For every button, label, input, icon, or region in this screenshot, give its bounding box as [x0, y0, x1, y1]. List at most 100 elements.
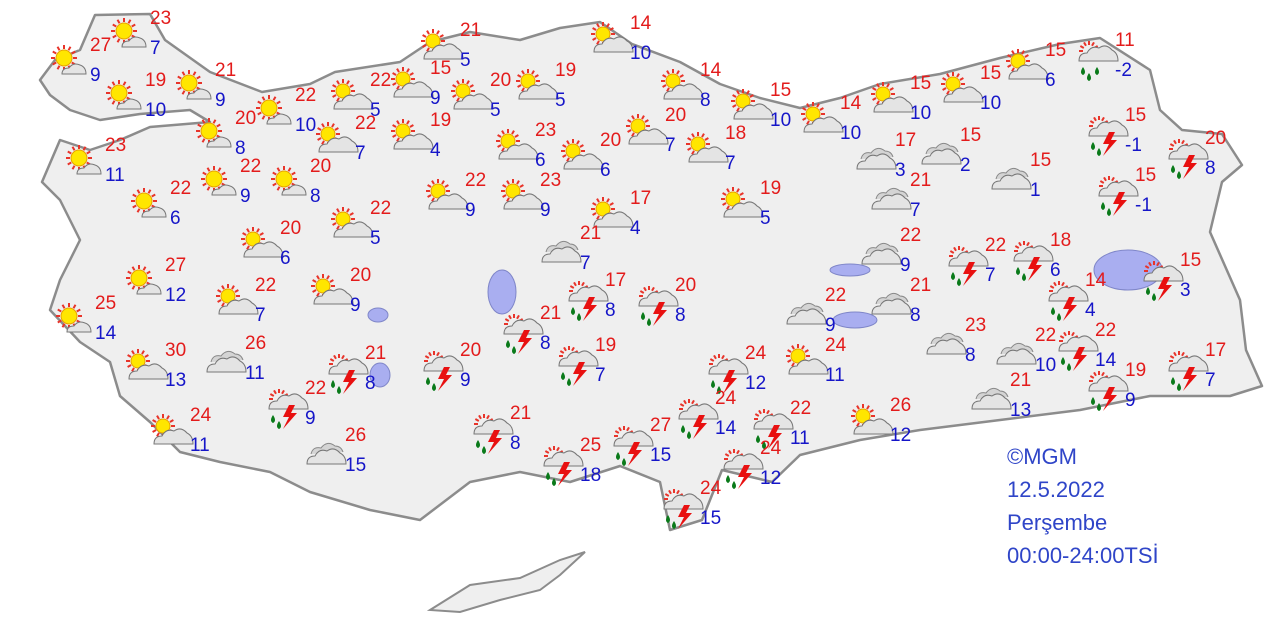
forecast-station: 15 9 [391, 59, 451, 108]
max-temperature: 19 [1125, 360, 1147, 381]
forecast-station: 21 13 [971, 371, 1031, 420]
max-temperature: 30 [165, 340, 187, 361]
forecast-station: 21 8 [328, 344, 386, 394]
min-temperature: 11 [790, 428, 810, 449]
partly-cloudy-icon [501, 179, 544, 210]
forecast-station: 25 18 [543, 436, 601, 486]
forecast-station: 22 7 [316, 114, 376, 163]
forecast-station: 21 8 [473, 404, 531, 454]
forecast-station: 26 15 [306, 426, 366, 475]
max-temperature: 17 [895, 130, 917, 151]
partly-cloudy-icon [801, 102, 844, 133]
min-temperature: 10 [630, 43, 652, 64]
min-temperature: 5 [490, 100, 501, 121]
forecast-station: 22 6 [131, 179, 191, 228]
forecast-station: 20 6 [561, 131, 621, 180]
forecast-station: 22 9 [786, 286, 846, 335]
thunderstorm-icon [678, 399, 719, 439]
partly-cloudy-icon [1006, 49, 1049, 80]
max-temperature: 15 [1125, 105, 1147, 126]
max-temperature: 27 [165, 255, 187, 276]
min-temperature: 3 [1180, 280, 1191, 301]
partly-sunny-icon [271, 166, 307, 196]
forecast-day: Perşembe [1007, 510, 1108, 535]
max-temperature: 22 [305, 378, 327, 399]
min-temperature: 11 [825, 365, 845, 386]
max-temperature: 22 [240, 156, 262, 177]
partly-cloudy-icon [851, 404, 894, 435]
partly-sunny-icon [111, 18, 147, 48]
max-temperature: 20 [490, 70, 512, 91]
max-temperature: 20 [280, 218, 302, 239]
forecast-station: 24 12 [723, 439, 781, 489]
forecast-station: 22 14 [1058, 321, 1116, 371]
min-temperature: 6 [170, 208, 181, 229]
max-temperature: 21 [1010, 370, 1032, 391]
max-temperature: 26 [345, 425, 367, 446]
thunderstorm-icon [1098, 176, 1139, 216]
max-temperature: 14 [840, 93, 862, 114]
min-temperature: 9 [1125, 390, 1136, 411]
min-temperature: 7 [665, 135, 676, 156]
forecast-station: 27 15 [613, 416, 671, 466]
forecast-station: 23 7 [111, 9, 171, 58]
thunderstorm-icon [1168, 351, 1209, 391]
min-temperature: 5 [555, 90, 566, 111]
forecast-station: 20 5 [451, 71, 511, 120]
partly-sunny-icon [201, 166, 237, 196]
min-temperature: 8 [510, 433, 521, 454]
forecast-station: 22 7 [216, 276, 276, 325]
max-temperature: 23 [540, 170, 562, 191]
max-temperature: 23 [150, 8, 172, 29]
max-temperature: 15 [910, 73, 932, 94]
min-temperature: 7 [355, 143, 366, 164]
min-temperature: 9 [460, 370, 471, 391]
min-temperature: 7 [985, 265, 996, 286]
min-temperature: 9 [90, 65, 101, 86]
max-temperature: 20 [1205, 128, 1227, 149]
forecast-station: 22 9 [201, 157, 261, 206]
min-temperature: 10 [980, 93, 1002, 114]
forecast-station: 22 9 [426, 171, 486, 220]
min-temperature: 1 [1030, 180, 1041, 201]
max-temperature: 18 [1050, 230, 1072, 251]
max-temperature: 20 [235, 108, 257, 129]
thunderstorm-icon [543, 446, 584, 486]
min-temperature: 12 [890, 425, 912, 446]
forecast-station: 19 4 [391, 111, 451, 160]
max-temperature: 21 [510, 403, 532, 424]
min-temperature: 7 [725, 153, 736, 174]
max-temperature: 15 [980, 63, 1002, 84]
max-temperature: 20 [675, 275, 697, 296]
max-temperature: 25 [95, 293, 117, 314]
min-temperature: 12 [760, 468, 782, 489]
partly-sunny-icon [126, 265, 162, 295]
cloudy-icon [871, 187, 912, 210]
min-temperature: 7 [1205, 370, 1216, 391]
min-temperature: 18 [580, 465, 602, 486]
partly-cloudy-icon [661, 69, 704, 100]
forecast-station: 17 4 [591, 189, 651, 238]
forecast-station: 15 1 [991, 151, 1051, 200]
forecast-station: 20 8 [1168, 129, 1226, 179]
partly-cloudy-icon [686, 132, 729, 163]
max-temperature: 25 [580, 435, 602, 456]
partly-cloudy-icon [241, 227, 284, 258]
forecast-station: 27 9 [51, 36, 111, 85]
partly-cloudy-icon [331, 79, 374, 110]
max-temperature: 22 [295, 85, 317, 106]
max-temperature: 24 [760, 438, 782, 459]
max-temperature: 14 [1085, 270, 1107, 291]
partly-cloudy-icon [496, 129, 539, 160]
copyright-label: ©MGM [1007, 444, 1077, 469]
cloudy-icon [541, 240, 582, 263]
partly-cloudy-icon [941, 72, 984, 103]
cloudy-icon [971, 387, 1012, 410]
partly-sunny-icon [196, 118, 232, 148]
min-temperature: 8 [910, 305, 921, 326]
max-temperature: 14 [630, 13, 652, 34]
max-temperature: 22 [1095, 320, 1117, 341]
thunderstorm-icon [568, 281, 609, 321]
thunderstorm-icon [423, 351, 464, 391]
thunderstorm-icon [473, 414, 514, 454]
